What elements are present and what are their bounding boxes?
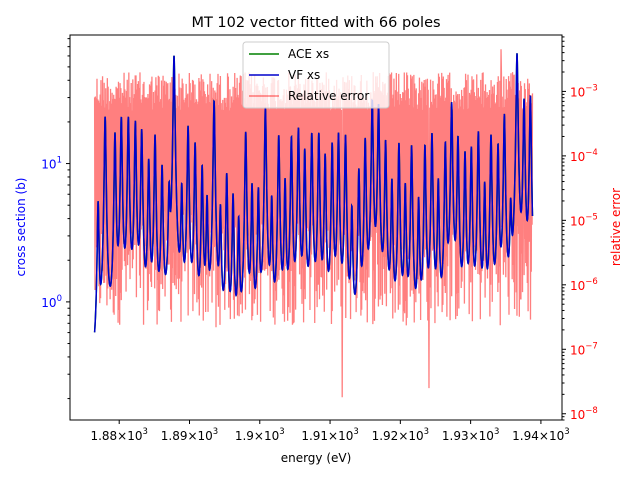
y-right-tick-label: 10−6 bbox=[570, 277, 598, 293]
y-right-tick-label: 10−8 bbox=[570, 406, 598, 422]
y-right-tick-label: 10−4 bbox=[570, 148, 598, 164]
x-axis: 1.88×103 1.89×103 1.9×103 1.91×103 1.92×103 1… bbox=[90, 420, 570, 443]
legend: ACE xs VF xs Relative error bbox=[242, 41, 390, 109]
x-axis-label: energy (eV) bbox=[281, 451, 352, 465]
y-right-tick-label: 10−7 bbox=[570, 341, 598, 357]
legend-label-ace: ACE xs bbox=[288, 47, 329, 61]
y-axis-right-label: relative error bbox=[609, 188, 623, 266]
chart-title: MT 102 vector fitted with 66 poles bbox=[191, 15, 440, 31]
x-tick-label: 1.9×103 bbox=[235, 427, 285, 443]
legend-label-vf: VF xs bbox=[288, 68, 320, 82]
x-tick-label: 1.92×103 bbox=[372, 427, 429, 443]
y-axis-left-label: cross section (b) bbox=[14, 178, 28, 277]
y-right-tick-label: 10−3 bbox=[570, 83, 598, 99]
vf-xs-line bbox=[93, 53, 534, 333]
cross-section-series bbox=[93, 53, 534, 333]
x-tick-label: 1.93×103 bbox=[442, 427, 499, 443]
y-axis-right: 10−8 10−7 10−6 10−5 10−4 10−3 bbox=[562, 36, 598, 422]
legend-label-error: Relative error bbox=[288, 89, 369, 103]
x-tick-label: 1.88×103 bbox=[90, 427, 147, 443]
y-right-tick-label: 10−5 bbox=[570, 212, 598, 228]
y-axis-left: 100 101 bbox=[41, 38, 70, 400]
plot-frame bbox=[69, 34, 563, 421]
y-left-tick-label: 100 bbox=[41, 294, 62, 310]
y-left-tick-label: 101 bbox=[41, 156, 62, 172]
x-tick-label: 1.89×103 bbox=[161, 427, 218, 443]
x-tick-label: 1.91×103 bbox=[301, 427, 358, 443]
x-tick-label: 1.94×103 bbox=[512, 427, 569, 443]
legend-box bbox=[242, 41, 390, 109]
